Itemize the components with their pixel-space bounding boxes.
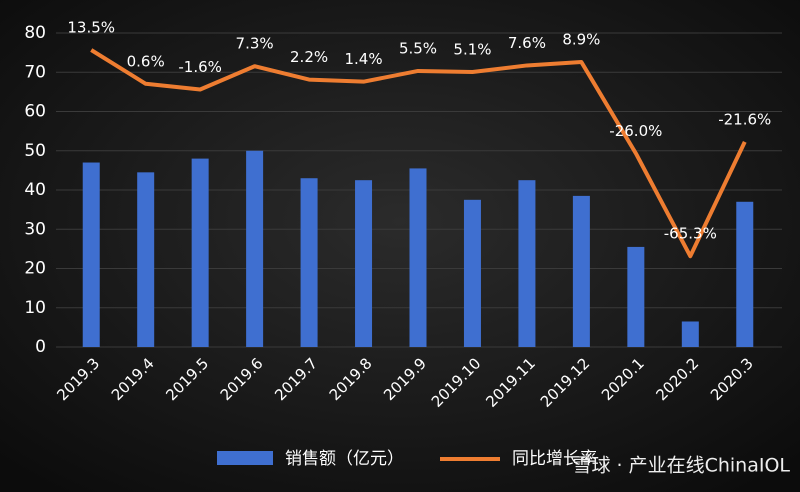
y-tick-label: 60 bbox=[24, 102, 46, 122]
data-label: 1.4% bbox=[344, 50, 382, 68]
y-tick-label: 0 bbox=[35, 337, 46, 357]
data-label: 5.5% bbox=[399, 39, 437, 57]
bar bbox=[246, 150, 264, 347]
data-label: -1.6% bbox=[178, 58, 222, 76]
line bbox=[90, 48, 747, 259]
bar bbox=[518, 180, 536, 347]
y-tick-label: 80 bbox=[24, 23, 46, 43]
bar bbox=[82, 162, 100, 347]
data-label: 0.6% bbox=[127, 52, 165, 70]
bar bbox=[463, 199, 481, 347]
bar bbox=[572, 195, 590, 347]
data-label: 7.3% bbox=[236, 35, 274, 53]
legend-swatch bbox=[217, 451, 273, 465]
y-tick-label: 20 bbox=[24, 259, 46, 279]
y-tick-label: 30 bbox=[24, 219, 46, 239]
data-label: -26.0% bbox=[609, 122, 662, 140]
bar bbox=[409, 168, 427, 347]
data-label: 5.1% bbox=[453, 40, 491, 58]
data-label: 7.6% bbox=[508, 34, 546, 52]
data-label: 2.2% bbox=[290, 48, 328, 66]
y-tick-label: 40 bbox=[24, 180, 46, 200]
bar bbox=[627, 246, 645, 347]
data-label: 8.9% bbox=[562, 31, 600, 49]
bar bbox=[681, 321, 699, 347]
y-tick-label: 70 bbox=[24, 62, 46, 82]
data-label: -21.6% bbox=[718, 110, 771, 128]
legend-label: 同比增长率 bbox=[512, 449, 597, 469]
bar bbox=[736, 201, 754, 347]
legend-label: 销售额（亿元） bbox=[285, 449, 404, 469]
watermark: 雪球 · 产业在线ChinaIOL bbox=[572, 455, 790, 477]
y-tick-label: 50 bbox=[24, 141, 46, 161]
bar bbox=[137, 172, 155, 347]
bar bbox=[355, 180, 373, 347]
bar bbox=[300, 178, 318, 347]
y-tick-label: 10 bbox=[24, 298, 46, 318]
data-label: -65.3% bbox=[664, 225, 717, 243]
bar bbox=[191, 158, 209, 347]
data-label: 13.5% bbox=[67, 19, 115, 37]
